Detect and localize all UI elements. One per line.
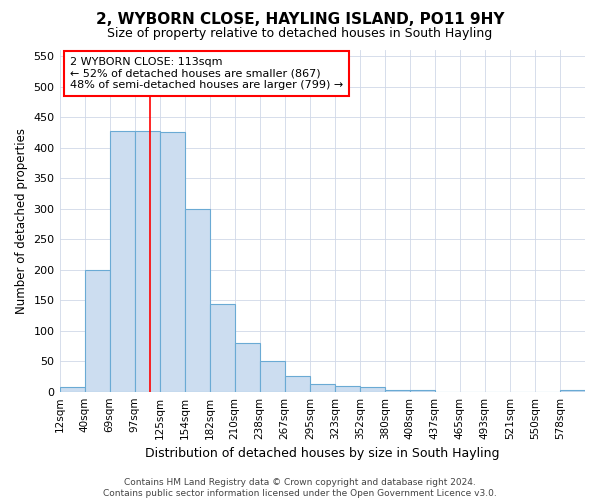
Bar [335, 386, 360, 392]
Bar [160, 132, 185, 392]
Bar [59, 387, 85, 392]
Text: Contains HM Land Registry data © Crown copyright and database right 2024.
Contai: Contains HM Land Registry data © Crown c… [103, 478, 497, 498]
Text: 2 WYBORN CLOSE: 113sqm
← 52% of detached houses are smaller (867)
48% of semi-de: 2 WYBORN CLOSE: 113sqm ← 52% of detached… [70, 57, 343, 90]
Bar [360, 387, 385, 392]
Bar [110, 130, 134, 392]
Text: 2, WYBORN CLOSE, HAYLING ISLAND, PO11 9HY: 2, WYBORN CLOSE, HAYLING ISLAND, PO11 9H… [96, 12, 504, 28]
Bar [285, 376, 310, 392]
Text: Size of property relative to detached houses in South Hayling: Size of property relative to detached ho… [107, 28, 493, 40]
Y-axis label: Number of detached properties: Number of detached properties [15, 128, 28, 314]
Bar [310, 384, 335, 392]
Bar [209, 304, 235, 392]
Bar [260, 361, 285, 392]
Bar [85, 270, 110, 392]
Bar [235, 343, 260, 392]
X-axis label: Distribution of detached houses by size in South Hayling: Distribution of detached houses by size … [145, 447, 500, 460]
Bar [385, 390, 410, 392]
Bar [410, 390, 435, 392]
Bar [560, 390, 585, 392]
Bar [185, 208, 209, 392]
Bar [134, 130, 160, 392]
